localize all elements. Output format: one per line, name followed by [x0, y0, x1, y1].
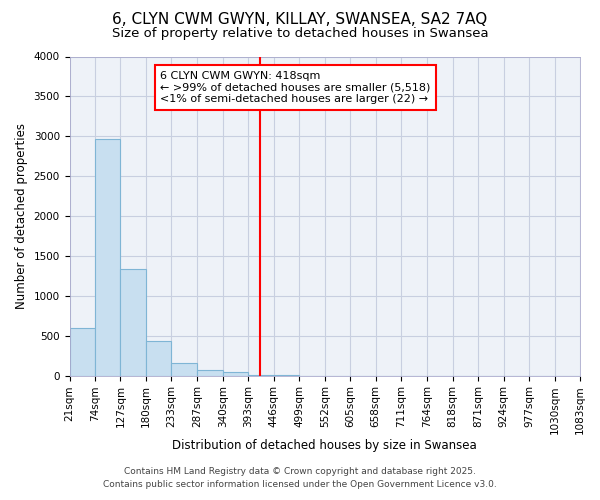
Bar: [197, 370, 223, 376]
Bar: [121, 268, 146, 376]
Bar: [223, 372, 248, 376]
Text: Contains HM Land Registry data © Crown copyright and database right 2025.
Contai: Contains HM Land Registry data © Crown c…: [103, 468, 497, 489]
X-axis label: Distribution of detached houses by size in Swansea: Distribution of detached houses by size …: [172, 440, 477, 452]
Text: 6, CLYN CWM GWYN, KILLAY, SWANSEA, SA2 7AQ: 6, CLYN CWM GWYN, KILLAY, SWANSEA, SA2 7…: [112, 12, 488, 28]
Y-axis label: Number of detached properties: Number of detached properties: [15, 123, 28, 309]
Text: Size of property relative to detached houses in Swansea: Size of property relative to detached ho…: [112, 28, 488, 40]
Text: 6 CLYN CWM GWYN: 418sqm
← >99% of detached houses are smaller (5,518)
<1% of sem: 6 CLYN CWM GWYN: 418sqm ← >99% of detach…: [160, 71, 431, 104]
Bar: [95, 138, 121, 376]
Bar: [172, 363, 197, 376]
Bar: [70, 328, 95, 376]
Bar: [146, 342, 172, 376]
